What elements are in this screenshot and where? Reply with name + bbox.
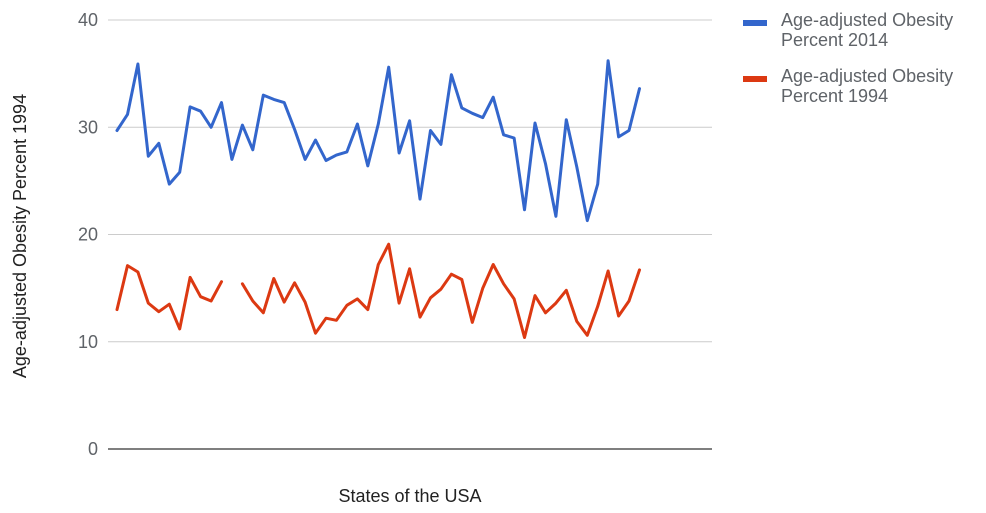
x-axis-title: States of the USA bbox=[338, 486, 481, 506]
legend-label: Percent 1994 bbox=[781, 86, 888, 106]
y-axis-title: Age-adjusted Obesity Percent 1994 bbox=[10, 94, 30, 378]
y-tick-label: 30 bbox=[78, 117, 98, 137]
gridlines bbox=[108, 19, 712, 450]
series-lines bbox=[115, 59, 641, 339]
series-segment bbox=[115, 264, 223, 331]
legend-label: Age-adjusted Obesity bbox=[781, 66, 953, 86]
legend-label: Percent 2014 bbox=[781, 30, 888, 50]
y-tick-label: 20 bbox=[78, 225, 98, 245]
legend-label: Age-adjusted Obesity bbox=[781, 10, 953, 30]
legend-swatch bbox=[743, 20, 767, 26]
y-tick-label: 40 bbox=[78, 10, 98, 30]
series-segment bbox=[115, 59, 641, 223]
y-tick-label: 10 bbox=[78, 332, 98, 352]
series-segment bbox=[240, 242, 641, 339]
legend-swatch bbox=[743, 76, 767, 82]
series-line-2014 bbox=[115, 59, 641, 223]
y-tick-label: 0 bbox=[88, 439, 98, 459]
series-line-1994 bbox=[115, 242, 641, 339]
y-tick-labels: 0 10 20 30 40 bbox=[78, 10, 98, 459]
